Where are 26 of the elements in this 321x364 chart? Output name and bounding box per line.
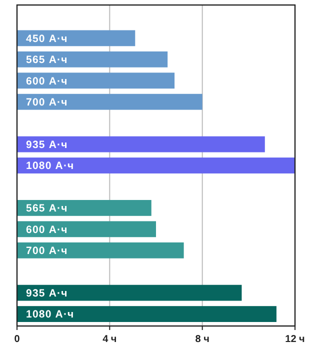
- bar: [17, 158, 295, 174]
- bar: [17, 200, 152, 216]
- x-tick-label: 12 ч: [285, 334, 306, 345]
- x-tick-label: 0: [14, 334, 20, 345]
- y-tick-label: 565 А·ч: [26, 202, 68, 215]
- y-tick-label: 1080 А·ч: [26, 160, 74, 172]
- bar: [17, 72, 175, 89]
- y-tick-label: 935 А·ч: [26, 138, 68, 151]
- bar: [17, 284, 242, 301]
- x-tick-label: 4 ч: [102, 334, 117, 345]
- y-tick-label: 1080 А·ч: [26, 308, 74, 321]
- bar: [17, 136, 265, 152]
- bar: [17, 51, 168, 68]
- bar: [17, 30, 136, 46]
- y-tick-label: 600 А·ч: [26, 75, 68, 88]
- y-tick-label: 450 А·ч: [26, 32, 68, 45]
- y-tick-label: 700 А·ч: [26, 96, 68, 109]
- bar: [17, 94, 202, 110]
- x-tick-label: 8 ч: [195, 334, 210, 345]
- bar: [17, 306, 276, 322]
- bar: [17, 242, 184, 258]
- bar: [17, 221, 156, 238]
- y-tick-label: 600 А·ч: [26, 224, 68, 236]
- y-tick-label: 935 А·ч: [26, 287, 68, 300]
- y-tick-label: 700 А·ч: [26, 245, 68, 258]
- y-tick-label: 565 А·ч: [26, 54, 68, 66]
